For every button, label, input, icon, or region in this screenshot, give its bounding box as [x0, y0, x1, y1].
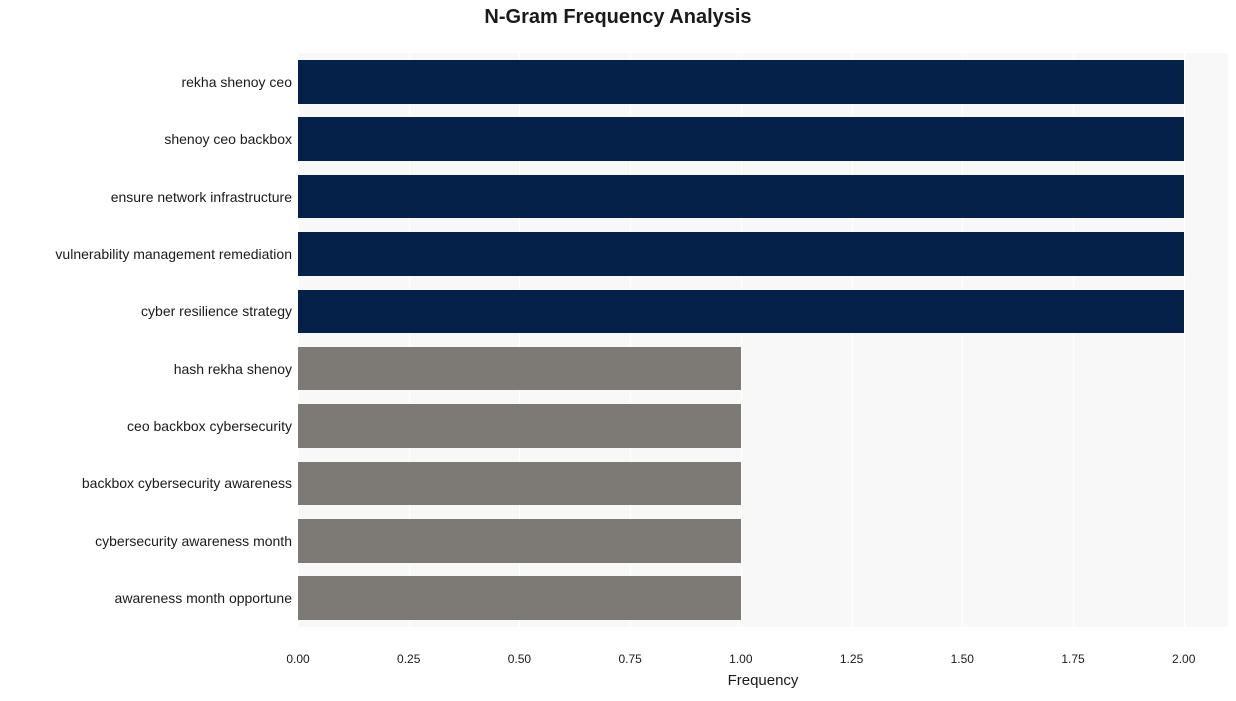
bar: [298, 232, 1184, 276]
bar: [298, 60, 1184, 104]
y-tick-label: shenoy ceo backbox: [164, 131, 292, 147]
bar: [298, 347, 741, 391]
x-tick-label: 1.25: [840, 652, 863, 666]
bar: [298, 519, 741, 563]
bar: [298, 576, 741, 620]
plot-area: [298, 36, 1228, 644]
bar: [298, 117, 1184, 161]
x-tick-label: 0.50: [508, 652, 531, 666]
x-tick-label: 0.25: [397, 652, 420, 666]
bar: [298, 290, 1184, 334]
bar: [298, 404, 741, 448]
y-tick-label: cybersecurity awareness month: [95, 533, 292, 549]
x-tick-label: 2.00: [1172, 652, 1195, 666]
y-tick-label: ensure network infrastructure: [111, 189, 292, 205]
y-tick-label: ceo backbox cybersecurity: [127, 418, 292, 434]
y-tick-label: rekha shenoy ceo: [181, 74, 292, 90]
x-axis-label: Frequency: [298, 672, 1228, 689]
x-tick-label: 1.00: [729, 652, 752, 666]
x-tick-label: 1.50: [951, 652, 974, 666]
y-tick-label: cyber resilience strategy: [141, 303, 292, 319]
y-tick-label: hash rekha shenoy: [174, 361, 292, 377]
gridline: [1184, 36, 1185, 644]
chart-title: N-Gram Frequency Analysis: [0, 6, 1236, 29]
x-tick-label: 0.75: [618, 652, 641, 666]
chart-container: N-Gram Frequency Analysis Frequency rekh…: [0, 0, 1236, 701]
bar: [298, 462, 741, 506]
y-tick-label: awareness month opportune: [115, 590, 292, 606]
x-tick-label: 0.00: [286, 652, 309, 666]
y-tick-label: backbox cybersecurity awareness: [82, 475, 292, 491]
x-tick-label: 1.75: [1061, 652, 1084, 666]
bar: [298, 175, 1184, 219]
y-tick-label: vulnerability management remediation: [55, 246, 292, 262]
